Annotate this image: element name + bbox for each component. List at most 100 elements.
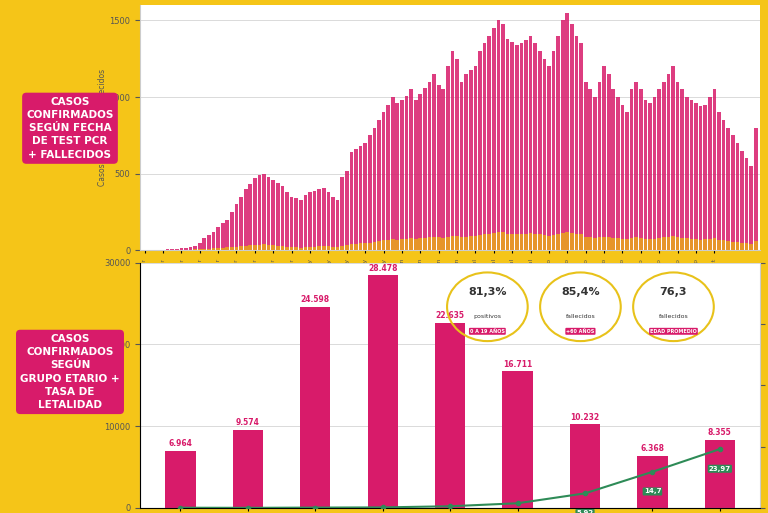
Bar — [166, 249, 170, 250]
Bar — [621, 105, 624, 250]
Bar — [515, 234, 518, 250]
Bar — [653, 97, 657, 250]
Bar — [345, 171, 349, 250]
Bar — [217, 227, 220, 250]
Bar — [266, 177, 270, 250]
Bar — [248, 185, 252, 250]
Bar — [488, 36, 491, 250]
Bar — [322, 188, 326, 250]
Bar — [657, 89, 661, 250]
Bar — [349, 152, 353, 250]
Bar — [266, 245, 270, 250]
Bar — [368, 275, 398, 508]
Bar — [253, 179, 257, 250]
Bar — [565, 13, 569, 250]
Text: 9.574: 9.574 — [236, 418, 260, 427]
Bar — [299, 248, 303, 250]
Bar — [533, 233, 537, 250]
Bar — [556, 36, 560, 250]
Bar — [437, 85, 441, 250]
Bar — [511, 42, 514, 250]
Bar — [667, 74, 670, 250]
Bar — [203, 249, 206, 250]
Bar — [469, 236, 472, 250]
Bar — [451, 51, 455, 250]
Bar — [561, 21, 564, 250]
Bar — [538, 234, 541, 250]
Bar — [621, 239, 624, 250]
Bar — [300, 307, 330, 508]
Bar — [465, 74, 468, 250]
Bar — [432, 236, 436, 250]
Bar — [221, 223, 224, 250]
Bar — [662, 82, 666, 250]
Bar — [290, 247, 293, 250]
Bar — [671, 67, 675, 250]
Bar — [574, 36, 578, 250]
Bar — [262, 244, 266, 250]
Bar — [400, 100, 404, 250]
Bar — [212, 248, 215, 250]
Text: 6.964: 6.964 — [168, 440, 193, 448]
Bar — [460, 82, 463, 250]
Bar — [363, 243, 367, 250]
Bar — [359, 146, 362, 250]
Bar — [271, 245, 275, 250]
Bar — [533, 44, 537, 250]
Bar — [409, 238, 413, 250]
Text: 85,4%: 85,4% — [561, 287, 600, 297]
Bar — [570, 233, 574, 250]
Bar — [584, 237, 588, 250]
Bar — [542, 59, 546, 250]
Bar — [611, 89, 615, 250]
Bar — [502, 371, 533, 508]
Bar — [405, 239, 409, 250]
Bar — [676, 82, 680, 250]
Bar — [428, 238, 432, 250]
Bar — [474, 67, 477, 250]
Bar — [736, 143, 739, 250]
Bar — [400, 240, 404, 250]
Bar — [170, 249, 174, 250]
Bar — [528, 36, 532, 250]
Bar — [409, 89, 413, 250]
Bar — [446, 67, 450, 250]
Bar — [233, 429, 263, 508]
Bar — [478, 235, 482, 250]
Bar — [680, 238, 684, 250]
Bar — [257, 245, 261, 250]
Bar — [331, 196, 335, 250]
Bar — [574, 233, 578, 250]
Bar — [391, 97, 395, 250]
Bar — [226, 247, 229, 250]
Bar — [551, 51, 555, 250]
Bar — [538, 51, 541, 250]
Bar — [442, 89, 445, 250]
Bar — [340, 246, 344, 250]
Bar — [736, 243, 739, 250]
Bar — [326, 192, 330, 250]
Text: 76,3: 76,3 — [660, 287, 687, 297]
Bar — [685, 239, 689, 250]
Bar — [625, 240, 629, 250]
Bar — [713, 238, 717, 250]
Text: 16.711: 16.711 — [503, 360, 532, 369]
Bar — [630, 238, 634, 250]
Bar — [502, 24, 505, 250]
Y-axis label: Casos: Casos — [92, 373, 101, 398]
Bar — [722, 120, 726, 250]
Bar — [492, 28, 495, 250]
Bar — [639, 89, 643, 250]
Bar — [497, 21, 500, 250]
Text: 28.478: 28.478 — [368, 264, 398, 272]
Bar — [740, 151, 743, 250]
Text: EDAD PROMEDIO: EDAD PROMEDIO — [650, 329, 697, 334]
Bar — [584, 82, 588, 250]
Bar — [705, 440, 735, 508]
Bar — [506, 233, 509, 250]
Text: 6.368: 6.368 — [641, 444, 664, 453]
Bar — [372, 242, 376, 250]
Bar — [740, 243, 743, 250]
Bar — [607, 237, 611, 250]
Bar — [483, 234, 486, 250]
